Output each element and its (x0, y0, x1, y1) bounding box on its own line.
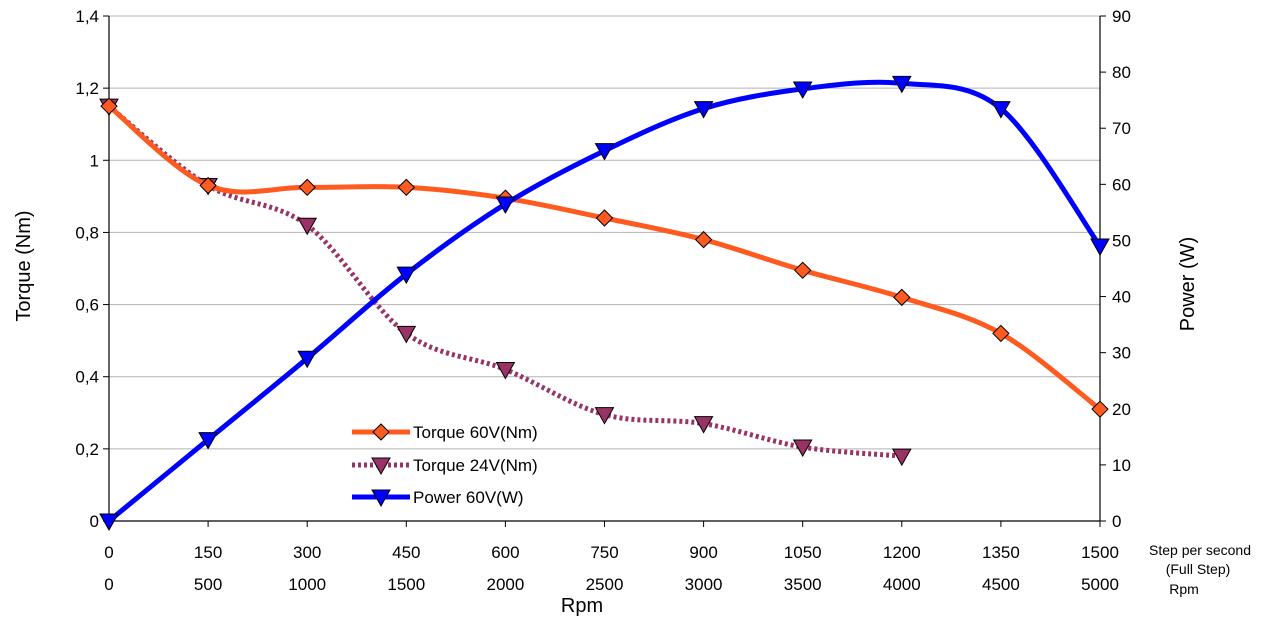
x-tick-label: 450 (392, 543, 420, 562)
data-point (495, 196, 516, 214)
data-point (594, 143, 615, 161)
data-point (793, 261, 812, 280)
y2-tick-label: 60 (1112, 175, 1131, 194)
x-tick-label: 300 (293, 543, 321, 562)
axes (103, 15, 1106, 527)
data-point (297, 350, 318, 369)
y-tick-label: 1,2 (75, 79, 99, 98)
y-axis-title: Torque (Nm) (13, 210, 35, 321)
x2-tick-label: 1000 (288, 575, 326, 594)
y2-axis-title: Power (W) (1177, 237, 1199, 331)
x2-tick-label: 2000 (486, 575, 524, 594)
data-point (198, 432, 218, 450)
y2-tick-label: 40 (1112, 288, 1131, 307)
data-point (792, 81, 813, 99)
data-point (297, 217, 318, 236)
y2-tick-label: 0 (1112, 512, 1121, 531)
x-tick-label: 900 (689, 543, 717, 562)
legend-marker (371, 457, 391, 476)
y2-tick-label: 70 (1112, 119, 1131, 138)
series-1 (99, 98, 912, 467)
y2-tick-label: 50 (1112, 231, 1131, 250)
y-tick-label: 0,6 (75, 296, 99, 315)
data-point (199, 176, 217, 195)
x2-tick-label: 3000 (685, 575, 723, 594)
x2-tick-label: 2500 (586, 575, 624, 594)
x2-tick-label: 0 (104, 575, 113, 594)
x-tick-label: 1500 (1081, 543, 1119, 562)
x-unit-label-steps: Step per second (1149, 542, 1251, 558)
x2-tick-label: 4000 (883, 575, 921, 594)
data-point (100, 97, 118, 115)
legend-marker (371, 489, 391, 508)
y2-tick-label: 80 (1112, 63, 1131, 82)
y2-tick-label: 10 (1112, 456, 1131, 475)
data-point (992, 324, 1010, 343)
series-2 (99, 75, 1110, 532)
data-point (693, 416, 714, 434)
data-point (792, 439, 813, 458)
data-point (1090, 238, 1110, 257)
x-tick-label: 150 (194, 543, 222, 562)
y-tick-label: 1,4 (75, 7, 99, 26)
data-point (991, 101, 1011, 119)
data-point (495, 362, 516, 380)
legend-marker (372, 423, 390, 441)
data-point (1091, 400, 1109, 418)
data-point (298, 178, 316, 197)
data-point (891, 75, 912, 94)
data-point (891, 448, 912, 467)
x-unit-label-fullstep: (Full Step) (1166, 561, 1231, 577)
x-tick-label: 600 (491, 543, 519, 562)
x-tick-label: 750 (590, 543, 618, 562)
x-unit-label-rpm: Rpm (1169, 581, 1199, 597)
x2-tick-label: 3500 (784, 575, 822, 594)
x2-tick-label: 4500 (982, 575, 1020, 594)
x-axis-title: Rpm (561, 595, 603, 617)
tick-labels: 00,20,40,60,811,21,401020304050607080900… (75, 7, 1131, 594)
data-point (594, 407, 615, 425)
data-point (396, 325, 417, 344)
legend-label: Power 60V(W) (413, 488, 524, 507)
legend-label: Torque 24V(Nm) (413, 456, 538, 475)
data-point (396, 266, 417, 285)
y-tick-label: 0,8 (75, 223, 99, 242)
data-point (693, 101, 714, 119)
x2-tick-label: 500 (194, 575, 222, 594)
legend: Torque 60V(Nm) Torque 24V(Nm) Power 60V(W) (352, 423, 538, 508)
y-tick-label: 0,4 (75, 368, 99, 387)
y2-tick-label: 20 (1112, 400, 1131, 419)
x-tick-label: 1050 (784, 543, 822, 562)
data-point (397, 178, 416, 197)
legend-label: Torque 60V(Nm) (413, 423, 538, 442)
gridlines (109, 15, 1100, 450)
y-tick-label: 0,2 (75, 440, 99, 459)
y2-tick-label: 30 (1112, 344, 1131, 363)
data-point (893, 288, 911, 307)
y-tick-label: 1 (90, 151, 99, 170)
x-tick-label: 1200 (883, 543, 921, 562)
data-point (99, 513, 119, 532)
y2-tick-label: 90 (1112, 7, 1131, 26)
x-tick-label: 1350 (982, 543, 1020, 562)
x2-tick-label: 1500 (387, 575, 425, 594)
x2-tick-label: 5000 (1081, 575, 1119, 594)
series-line (107, 104, 903, 459)
series-layer (99, 75, 1110, 532)
data-point (694, 230, 713, 249)
y-tick-label: 0 (90, 512, 99, 531)
data-point (595, 209, 614, 227)
x-tick-label: 0 (104, 543, 113, 562)
